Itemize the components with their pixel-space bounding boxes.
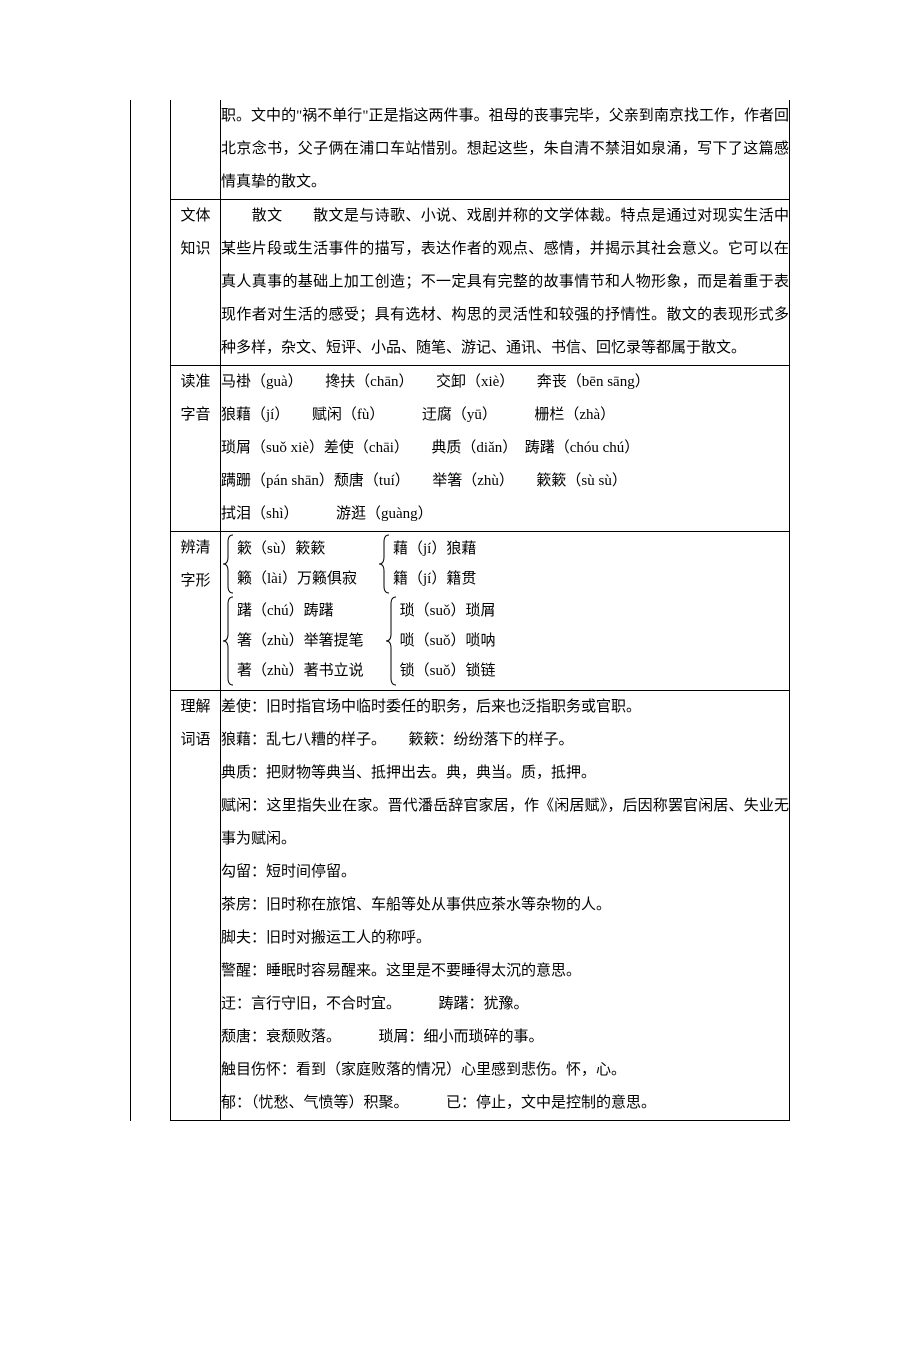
label-line: 文体 xyxy=(171,200,220,233)
vocab-line: 脚夫：旧时对搬运工人的称呼。 xyxy=(221,922,789,955)
brace-item: 箸（zhù）举箸提笔 xyxy=(237,626,364,656)
vocab-line: 茶房：旧时称在旅馆、车船等处从事供应茶水等杂物的人。 xyxy=(221,889,789,922)
label-line: 辨清 xyxy=(171,532,220,565)
vocab-line: 典质：把财物等典当、抵押出去。典，典当。质，抵押。 xyxy=(221,757,789,790)
brace-item: 躇（chú）踌躇 xyxy=(237,596,364,626)
row-content: 簌（sù）簌簌籁（lài）万籁俱寂 藉（jí）狼藉籍（jí）籍贯 躇（chú）踌… xyxy=(221,532,790,691)
brace-icon xyxy=(221,596,235,686)
brace-group: 簌（sù）簌簌籁（lài）万籁俱寂 xyxy=(221,534,357,594)
brace-item: 著（zhù）著书立说 xyxy=(237,656,364,686)
pinyin-line: 马褂（guà） 搀扶（chān） 交卸（xiè） 奔丧（bēn sāng） xyxy=(221,366,789,399)
brace-item: 簌（sù）簌簌 xyxy=(237,534,357,564)
row-label: 理解词语 xyxy=(171,691,221,1121)
vocab-line: 迂：言行守旧，不合时宜。 踌躇：犹豫。 xyxy=(221,988,789,1021)
vocab-line: 赋闲：这里指失业在家。晋代潘岳辞官家居，作《闲居赋》，后因称罢官闲居、失业无事为… xyxy=(221,790,789,856)
brace-items: 躇（chú）踌躇箸（zhù）举箸提笔著（zhù）著书立说 xyxy=(235,596,364,686)
page-container: 职。文中的"祸不单行"正是指这两件事。祖母的丧事完毕，父亲到南京找工作，作者回北… xyxy=(130,100,790,1121)
brace-icon xyxy=(384,596,398,686)
brace-row: 躇（chú）踌躇箸（zhù）举箸提笔著（zhù）著书立说 琐（suǒ）琐屑唢（s… xyxy=(221,596,789,686)
left-margin-cell xyxy=(131,100,171,200)
content-paragraph: 职。文中的"祸不单行"正是指这两件事。祖母的丧事完毕，父亲到南京找工作，作者回北… xyxy=(221,108,789,190)
brace-group: 藉（jí）狼藉籍（jí）籍贯 xyxy=(377,534,476,594)
brace-items: 琐（suǒ）琐屑唢（suǒ）唢呐锁（suǒ）锁链 xyxy=(398,596,496,686)
brace-item: 琐（suǒ）琐屑 xyxy=(400,596,496,626)
label-line: 字形 xyxy=(171,565,220,598)
content-paragraph: 散文 散文是与诗歌、小说、戏剧并称的文学体裁。特点是通过对现实生活中某些片段或生… xyxy=(221,208,789,356)
left-margin-cell xyxy=(131,532,171,691)
brace-group: 琐（suǒ）琐屑唢（suǒ）唢呐锁（suǒ）锁链 xyxy=(384,596,496,686)
row-content: 散文 散文是与诗歌、小说、戏剧并称的文学体裁。特点是通过对现实生活中某些片段或生… xyxy=(221,200,790,366)
brace-icon xyxy=(221,534,235,594)
brace-item: 锁（suǒ）锁链 xyxy=(400,656,496,686)
pinyin-line: 拭泪（shì） 游逛（guàng） xyxy=(221,498,789,531)
brace-item: 籍（jí）籍贯 xyxy=(393,564,476,594)
left-margin-cell xyxy=(131,200,171,366)
pinyin-line: 狼藉（jí） 赋闲（fù） 迂腐（yū） 栅栏（zhà） xyxy=(221,399,789,432)
vocab-line: 颓唐：衰颓败落。 琐屑：细小而琐碎的事。 xyxy=(221,1021,789,1054)
brace-item: 籁（lài）万籁俱寂 xyxy=(237,564,357,594)
brace-items: 藉（jí）狼藉籍（jí）籍贯 xyxy=(391,534,476,594)
label-line: 词语 xyxy=(171,724,220,757)
brace-group: 躇（chú）踌躇箸（zhù）举箸提笔著（zhù）著书立说 xyxy=(221,596,364,686)
row-label: 读准字音 xyxy=(171,366,221,532)
row-content: 职。文中的"祸不单行"正是指这两件事。祖母的丧事完毕，父亲到南京找工作，作者回北… xyxy=(221,100,790,200)
vocab-line: 郁：（忧愁、气愤等）积聚。 已：停止，文中是控制的意思。 xyxy=(221,1087,789,1120)
left-margin-cell xyxy=(131,691,171,1121)
row-label: 文体知识 xyxy=(171,200,221,366)
label-line: 读准 xyxy=(171,366,220,399)
brace-icon xyxy=(377,534,391,594)
vocab-line: 狼藉：乱七八糟的样子。 簌簌：纷纷落下的样子。 xyxy=(221,724,789,757)
row-label: 辨清字形 xyxy=(171,532,221,691)
label-line: 知识 xyxy=(171,233,220,266)
vocab-line: 警醒：睡眠时容易醒来。这里是不要睡得太沉的意思。 xyxy=(221,955,789,988)
vocab-line: 触目伤怀：看到（家庭败落的情况）心里感到悲伤。怀，心。 xyxy=(221,1054,789,1087)
label-line: 理解 xyxy=(171,691,220,724)
vocab-line: 差使：旧时指官场中临时委任的职务，后来也泛指职务或官职。 xyxy=(221,691,789,724)
row-label xyxy=(171,100,221,200)
brace-item: 藉（jí）狼藉 xyxy=(393,534,476,564)
row-content: 差使：旧时指官场中临时委任的职务，后来也泛指职务或官职。狼藉：乱七八糟的样子。 … xyxy=(221,691,790,1121)
vocab-line: 勾留：短时间停留。 xyxy=(221,856,789,889)
label-line: 字音 xyxy=(171,399,220,432)
pinyin-line: 蹒跚（pán shān）颓唐（tuí） 举箸（zhù） 簌簌（sù sù） xyxy=(221,465,789,498)
left-margin-cell xyxy=(131,366,171,532)
row-content: 马褂（guà） 搀扶（chān） 交卸（xiè） 奔丧（bēn sāng）狼藉（… xyxy=(221,366,790,532)
study-notes-table: 职。文中的"祸不单行"正是指这两件事。祖母的丧事完毕，父亲到南京找工作，作者回北… xyxy=(130,100,790,1121)
brace-section: 簌（sù）簌簌籁（lài）万籁俱寂 藉（jí）狼藉籍（jí）籍贯 躇（chú）踌… xyxy=(221,532,789,690)
pinyin-line: 琐屑（suǒ xiè）差使（chāi） 典质（diǎn） 踌躇（chóu chú… xyxy=(221,432,789,465)
brace-row: 簌（sù）簌簌籁（lài）万籁俱寂 藉（jí）狼藉籍（jí）籍贯 xyxy=(221,534,789,594)
brace-item: 唢（suǒ）唢呐 xyxy=(400,626,496,656)
brace-items: 簌（sù）簌簌籁（lài）万籁俱寂 xyxy=(235,534,357,594)
